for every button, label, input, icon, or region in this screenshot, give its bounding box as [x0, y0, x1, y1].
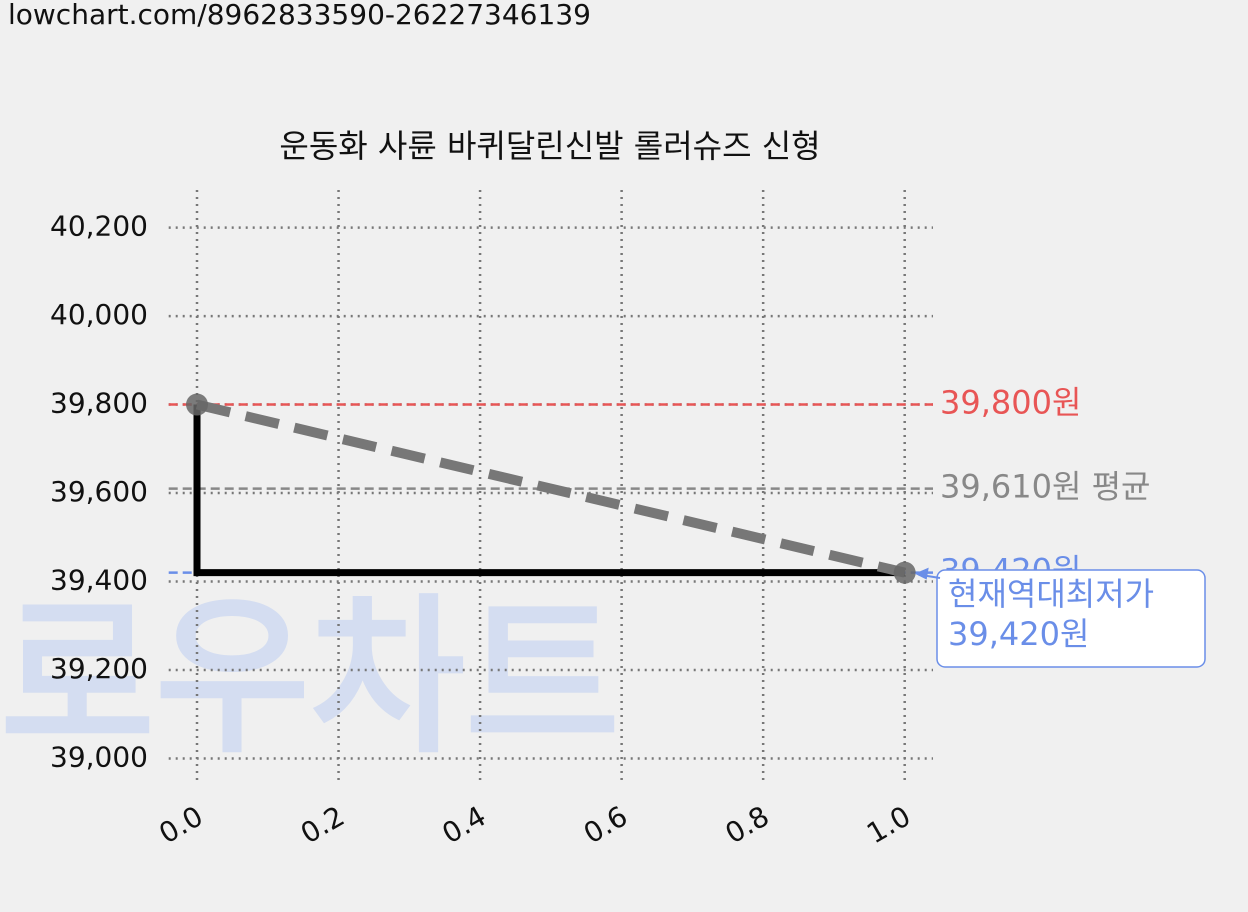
reference-label: 39,800원 [940, 384, 1081, 422]
y-tick-label: 39,000 [50, 740, 148, 773]
annotation-text: 39,420원 [948, 615, 1089, 653]
reference-label: 39,610원 평균 [940, 468, 1150, 506]
chart-title: 운동화 사륜 바퀴달린신발 롤러슈즈 신형 [279, 127, 820, 165]
series-line [195, 399, 906, 578]
watermark: 로우차트 [0, 579, 620, 777]
point [893, 561, 916, 584]
annotation-arrowhead [914, 567, 929, 580]
series-line [193, 404, 905, 577]
y-tick-label: 39,600 [50, 475, 148, 508]
y-tick-label: 40,200 [50, 210, 148, 243]
y-tick-label: 39,400 [50, 564, 148, 597]
annotation-text: 현재역대최저가 [948, 575, 1154, 613]
url: lowchart.com/8962833590-26227346139 [8, 0, 591, 31]
point [186, 393, 209, 416]
annotation-box [936, 569, 1206, 668]
y-tick-label: 39,200 [50, 652, 148, 685]
y-tick-label: 40,000 [50, 298, 148, 331]
y-tick-label: 39,800 [50, 387, 148, 420]
